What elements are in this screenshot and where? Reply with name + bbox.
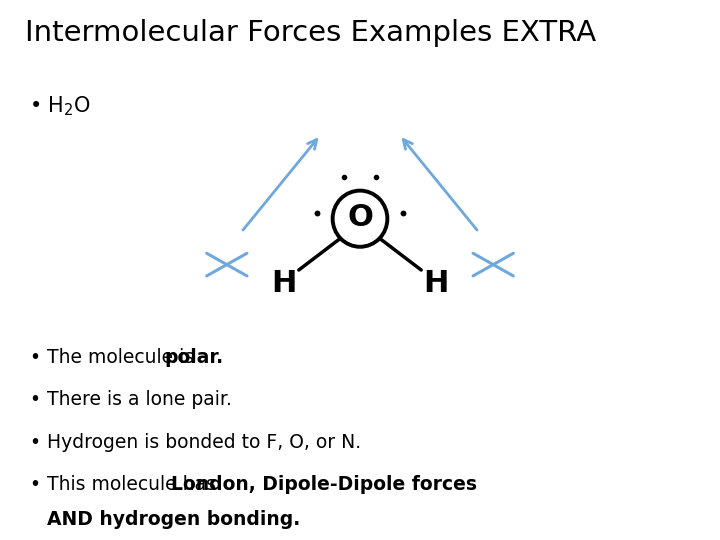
Text: H: H — [423, 269, 449, 298]
Text: • H$_2$O: • H$_2$O — [29, 94, 91, 118]
Text: This molecule has: This molecule has — [47, 475, 222, 494]
Text: O: O — [347, 202, 373, 232]
Text: Hydrogen is bonded to F, O, or N.: Hydrogen is bonded to F, O, or N. — [47, 433, 361, 451]
Text: H: H — [271, 269, 297, 298]
Text: London, Dipole-Dipole forces: London, Dipole-Dipole forces — [171, 475, 477, 494]
Text: •: • — [29, 348, 40, 367]
Text: AND hydrogen bonding.: AND hydrogen bonding. — [47, 510, 300, 529]
Text: There is a lone pair.: There is a lone pair. — [47, 390, 232, 409]
Text: •: • — [29, 390, 40, 409]
Text: •: • — [29, 475, 40, 494]
Text: Intermolecular Forces Examples EXTRA: Intermolecular Forces Examples EXTRA — [25, 19, 596, 47]
Text: •: • — [29, 433, 40, 451]
Text: The molecule is: The molecule is — [47, 348, 200, 367]
Ellipse shape — [333, 191, 387, 247]
Text: polar.: polar. — [164, 348, 223, 367]
